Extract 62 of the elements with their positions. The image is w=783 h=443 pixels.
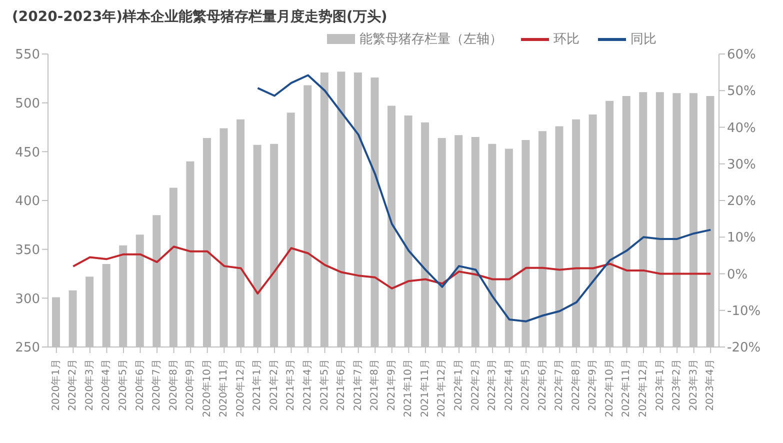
y2-tick-label: 30% — [727, 157, 756, 172]
x-tick-label: 2020年10月 — [200, 359, 213, 418]
x-tick-label: 2020年3月 — [83, 359, 96, 411]
x-tick-label: 2021年7月 — [352, 359, 364, 411]
x-tick-label: 2022年7月 — [553, 359, 566, 411]
line-series — [72, 246, 712, 295]
line-series — [256, 74, 712, 322]
x-tick-label: 2020年9月 — [184, 359, 196, 411]
x-tick-label: 2021年11月 — [418, 359, 431, 418]
y2-tick-label: 50% — [727, 84, 756, 100]
x-tick-label: 2021年2月 — [268, 359, 280, 411]
x-tick-label: 2022年4月 — [502, 359, 515, 411]
legend-label: 同比 — [630, 31, 656, 48]
y2-tick-label: 10% — [727, 230, 756, 246]
x-tick-label: 2022年2月 — [469, 359, 482, 411]
x-tick-label: 2022年6月 — [536, 359, 548, 411]
y-tick-label: 300 — [15, 292, 40, 307]
x-tick-label: 2020年12月 — [234, 359, 246, 418]
x-tick-label: 2021年8月 — [368, 359, 381, 411]
x-tick-label: 2021年1月 — [251, 359, 264, 411]
x-tick-label: 2021年12月 — [436, 359, 448, 418]
y2-tick-label: 40% — [727, 120, 756, 136]
y-tick-label: 550 — [15, 48, 40, 63]
x-tick-label: 2022年8月 — [570, 359, 582, 411]
y2-tick-label: 60% — [727, 48, 756, 63]
x-tick-label: 2022年10月 — [603, 359, 616, 418]
x-tick-label: 2022年12月 — [637, 359, 650, 418]
x-tick-label: 2020年6月 — [134, 359, 146, 411]
y-tick-label: 400 — [15, 194, 40, 210]
x-tick-label: 2021年10月 — [402, 359, 414, 418]
y2-tick-label: 20% — [727, 194, 756, 210]
chart-title: (2020-2023年)样本企业能繁母猪存栏量月度走势图(万头) — [11, 8, 388, 27]
x-tick-label: 2022年11月 — [620, 359, 632, 418]
x-tick-label: 2022年9月 — [586, 359, 599, 411]
x-tick-label: 2020年7月 — [150, 359, 163, 411]
x-tick-label: 2022年3月 — [486, 359, 498, 411]
x-tick-label: 2021年4月 — [302, 359, 314, 411]
x-tick-label: 2020年8月 — [167, 359, 180, 411]
x-tick-label: 2020年11月 — [218, 359, 230, 418]
y2-tick-label: -10% — [727, 304, 761, 319]
x-tick-label: 2020年1月 — [50, 359, 62, 411]
x-tick-label: 2020年2月 — [66, 359, 79, 411]
y-tick-label: 500 — [15, 96, 40, 112]
x-tick-label: 2022年5月 — [520, 359, 532, 411]
y-tick-label: 450 — [15, 145, 40, 160]
x-tick-label: 2021年5月 — [318, 359, 330, 411]
y-tick-label: 250 — [15, 340, 40, 356]
x-tick-label: 2022年1月 — [452, 359, 464, 411]
legend-label: 环比 — [554, 31, 580, 48]
x-tick-label: 2023年1月 — [654, 359, 666, 411]
x-tick-label: 2021年9月 — [385, 359, 398, 411]
x-tick-label: 2020年5月 — [116, 359, 129, 411]
y-tick-label: 350 — [15, 242, 40, 258]
x-tick-label: 2021年3月 — [284, 359, 297, 411]
x-tick-label: 2023年3月 — [687, 359, 700, 411]
legend-label: 能繁母猪存栏量（左轴） — [360, 31, 502, 48]
x-tick-label: 2021年6月 — [335, 359, 348, 411]
y2-tick-label: -20% — [727, 340, 761, 356]
x-tick-label: 2023年4月 — [704, 359, 716, 411]
x-tick-label: 2020年4月 — [100, 359, 112, 411]
y2-tick-label: 0% — [727, 267, 748, 282]
x-tick-label: 2023年2月 — [670, 359, 683, 411]
